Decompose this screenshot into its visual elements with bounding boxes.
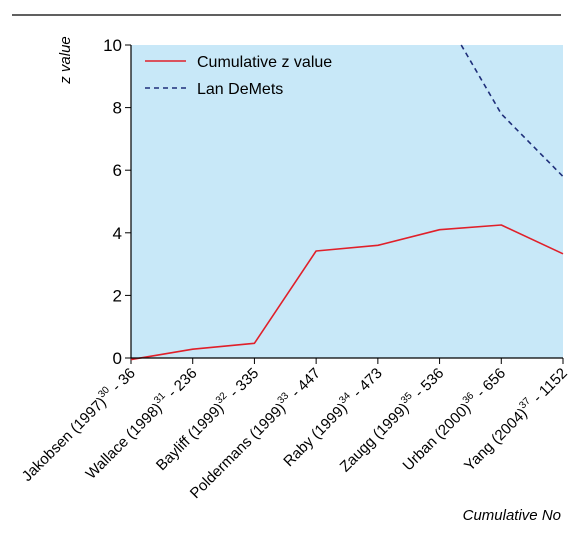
x-tick-label: Urban (2000)36 - 656 — [398, 363, 509, 474]
cumulative-number: - 335 — [223, 365, 262, 404]
series-layer — [130, 44, 564, 361]
cumulative-number: - 656 — [470, 365, 509, 404]
cumulative-z-line — [130, 224, 564, 361]
x-tick-label: Jakobsen (1997)30 - 36 — [17, 363, 139, 485]
lan-demets-line — [460, 44, 564, 178]
y-tick-label: 0 — [113, 349, 122, 368]
cumulative-number: - 473 — [347, 365, 386, 404]
x-tick-label: Zaugg (1999)35 - 536 — [335, 363, 447, 475]
legend-label: Lan DeMets — [197, 81, 283, 98]
cumulative-number: - 236 — [161, 365, 200, 404]
category-name: Yang (2004) — [461, 405, 531, 475]
y-axis-title: z value — [57, 36, 74, 85]
x-tick-label: Yang (2004)37 - 1152 — [460, 363, 571, 474]
x-tick-label: Bayliff (1999)32 - 335 — [152, 363, 263, 474]
y-tick-label: 2 — [113, 286, 122, 305]
legend: Cumulative z value Lan DeMets — [145, 54, 332, 98]
x-axis-title: Cumulative No — [463, 507, 561, 524]
y-axis: 0 2 4 6 8 10 — [103, 36, 131, 368]
y-tick-label: 6 — [113, 161, 122, 180]
cumulative-number: - 1152 — [527, 365, 571, 409]
y-tick-label: 8 — [113, 99, 122, 118]
plot-area — [131, 45, 563, 358]
cumulative-number: - 447 — [285, 365, 324, 404]
cumulative-number: - 536 — [408, 365, 447, 404]
y-tick-label: 10 — [103, 36, 122, 55]
legend-label: Cumulative z value — [197, 54, 332, 71]
x-tick-label: Wallace (1998)31 - 236 — [81, 363, 200, 482]
y-tick-label: 4 — [113, 224, 122, 243]
